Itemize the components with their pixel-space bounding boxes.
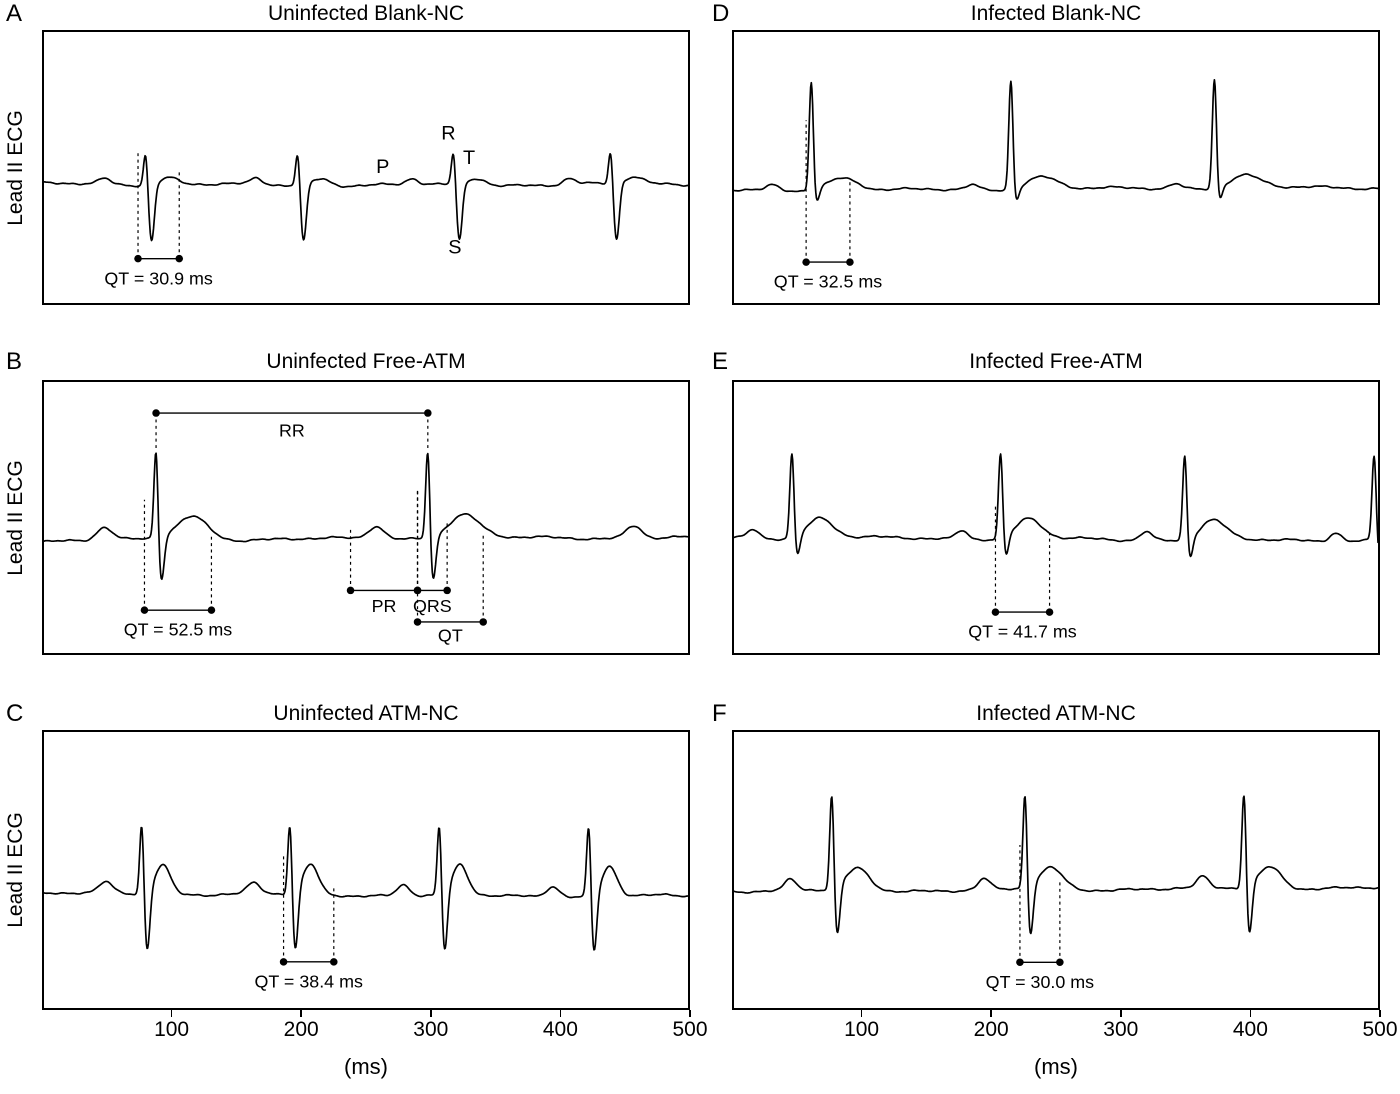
interval-endpoint-dot bbox=[413, 586, 422, 595]
interval-label: RR bbox=[279, 421, 305, 441]
x-tick bbox=[559, 1010, 562, 1017]
x-tick-label: 400 bbox=[542, 1018, 578, 1041]
panel-letter-a: A bbox=[6, 0, 23, 27]
x-tick bbox=[990, 1010, 992, 1017]
y-axis-label-row1: Lead II ECG bbox=[4, 109, 27, 226]
x-tick bbox=[300, 1010, 302, 1017]
interval-endpoint-dot bbox=[479, 618, 487, 626]
x-tick-label: 400 bbox=[1232, 1018, 1268, 1041]
x-tick bbox=[689, 1010, 691, 1017]
wave-label-r: R bbox=[441, 122, 455, 144]
ecg-trace-e: QT = 41.7 ms bbox=[734, 453, 1378, 642]
ecg-trace-d: QT = 32.5 ms bbox=[734, 78, 1378, 292]
interval-endpoint-dot bbox=[330, 958, 338, 966]
ecg-trace-f: QT = 30.0 ms bbox=[734, 795, 1378, 992]
x-tick bbox=[170, 1010, 173, 1017]
panel-letter-c: C bbox=[6, 700, 24, 727]
ecg-panel-a: QT = 30.9 ms P R T S bbox=[42, 30, 690, 305]
x-tick bbox=[1379, 1010, 1381, 1017]
panel-title-c: Uninfected ATM-NC bbox=[273, 702, 459, 725]
x-tick bbox=[1249, 1010, 1252, 1017]
panel-title-d: Infected Blank-NC bbox=[970, 2, 1142, 25]
wave-label-t: T bbox=[463, 147, 475, 169]
ecg-trace-b: RR QT = 52.5 ms PR QRS QT bbox=[44, 409, 688, 646]
interval-label: QRS bbox=[413, 596, 452, 616]
ecg-trace-a: QT = 30.9 ms P RT S bbox=[44, 122, 688, 288]
interval-endpoint-dot bbox=[991, 608, 1000, 616]
ecg-waveform bbox=[734, 78, 1378, 201]
ecg-panel-f: QT = 30.0 ms bbox=[732, 730, 1380, 1010]
interval-endpoint-dot bbox=[152, 409, 160, 417]
x-axis-label-left: (ms) bbox=[344, 1054, 388, 1079]
panel-title-a: Uninfected Blank-NC bbox=[267, 2, 465, 25]
interval-endpoint-dot bbox=[175, 254, 184, 263]
panel-title-e: Infected Free-ATM bbox=[969, 350, 1143, 373]
y-axis-label-row3: Lead II ECG bbox=[4, 812, 27, 928]
panel-letter-e: E bbox=[712, 348, 729, 375]
x-tick-label: 500 bbox=[672, 1018, 708, 1041]
ecg-panel-e: QT = 41.7 ms bbox=[732, 380, 1380, 655]
ecg-waveform bbox=[734, 795, 1378, 935]
wave-label-s: S bbox=[448, 237, 461, 259]
interval-endpoint-dot bbox=[413, 618, 422, 626]
x-tick-label: 300 bbox=[413, 1018, 449, 1041]
x-axis-label-right: (ms) bbox=[1034, 1054, 1078, 1079]
panel-letter-d: D bbox=[712, 0, 730, 27]
x-tick bbox=[860, 1010, 863, 1017]
panel-title-b: Uninfected Free-ATM bbox=[266, 350, 466, 373]
ecg-panel-c: QT = 38.4 ms bbox=[42, 730, 690, 1010]
x-tick bbox=[430, 1010, 432, 1017]
x-tick-label: 500 bbox=[1362, 1018, 1398, 1041]
panel-title-f: Infected ATM-NC bbox=[976, 702, 1136, 725]
interval-endpoint-dot bbox=[1016, 958, 1024, 967]
interval-label: QT = 30.0 ms bbox=[986, 972, 1095, 992]
panel-letter-b: B bbox=[6, 348, 23, 375]
interval-endpoint-dot bbox=[1056, 958, 1064, 967]
ecg-waveform bbox=[44, 452, 688, 581]
interval-label: PR bbox=[372, 596, 397, 616]
interval-label: QT = 30.9 ms bbox=[104, 268, 213, 288]
interval-endpoint-dot bbox=[802, 258, 810, 266]
ecg-waveform bbox=[44, 152, 688, 242]
y-axis-label-row2: Lead II ECG bbox=[4, 459, 27, 576]
ecg-panel-b: RR QT = 52.5 ms PR QRS QT bbox=[42, 380, 690, 655]
interval-label: QT bbox=[438, 626, 463, 646]
interval-endpoint-dot bbox=[346, 586, 355, 595]
x-tick-label: 300 bbox=[1103, 1018, 1139, 1041]
interval-endpoint-dot bbox=[1045, 608, 1054, 616]
ecg-waveform bbox=[44, 826, 688, 951]
ecg-trace-c: QT = 38.4 ms bbox=[44, 826, 688, 992]
interval-endpoint-dot bbox=[424, 409, 432, 417]
interval-label: QT = 38.4 ms bbox=[254, 972, 363, 992]
x-tick bbox=[1120, 1010, 1122, 1017]
interval-endpoint-dot bbox=[443, 586, 451, 595]
interval-label: QT = 32.5 ms bbox=[774, 272, 883, 292]
interval-endpoint-dot bbox=[207, 606, 216, 614]
wave-label-p: P bbox=[376, 156, 389, 178]
interval-endpoint-dot bbox=[140, 606, 149, 614]
interval-label: QT = 41.7 ms bbox=[968, 622, 1077, 642]
x-tick-label: 200 bbox=[283, 1018, 319, 1041]
x-tick-label: 200 bbox=[973, 1018, 1009, 1041]
panel-letter-f: F bbox=[712, 700, 727, 727]
interval-endpoint-dot bbox=[846, 258, 854, 266]
interval-endpoint-dot bbox=[134, 254, 142, 263]
x-tick-label: 100 bbox=[154, 1018, 190, 1041]
ecg-waveform bbox=[734, 453, 1378, 558]
x-tick-label: 100 bbox=[844, 1018, 880, 1041]
ecg-panel-d: QT = 32.5 ms bbox=[732, 30, 1380, 305]
interval-endpoint-dot bbox=[279, 958, 288, 966]
interval-label: QT = 52.5 ms bbox=[124, 620, 233, 640]
